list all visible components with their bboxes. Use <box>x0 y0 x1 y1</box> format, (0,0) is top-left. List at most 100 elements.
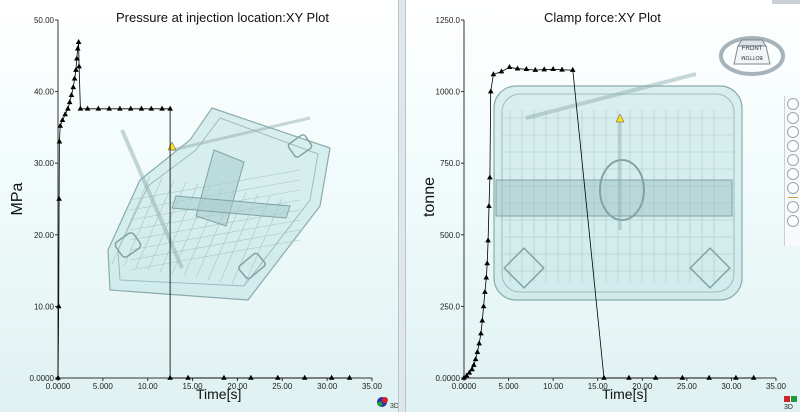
data-point-marker <box>71 75 78 81</box>
data-point-marker <box>479 317 486 323</box>
data-point-marker <box>70 84 77 90</box>
y-tick-label: 750.0 <box>440 159 461 168</box>
data-point-marker <box>248 374 254 380</box>
data-point-marker <box>59 117 66 123</box>
data-point-marker <box>75 38 82 44</box>
fit-icon[interactable] <box>787 168 799 180</box>
data-point-marker <box>106 105 112 111</box>
data-point-marker <box>706 374 712 380</box>
data-point-marker <box>275 374 281 380</box>
data-point-marker <box>487 174 493 180</box>
data-point-marker <box>346 374 353 380</box>
data-point-marker <box>472 356 479 362</box>
data-point-marker <box>506 64 513 70</box>
data-point-marker <box>485 237 491 243</box>
viewcube-front-label: FRONT <box>742 46 763 52</box>
hand-icon[interactable] <box>787 126 799 138</box>
clamp-force-plot-svg: 0.0000 250.0 500.0 750.0 1000.0 1250.0 0.0000 5… <box>436 16 787 391</box>
x-tick-label: 15.00 <box>588 382 609 391</box>
data-point-marker <box>626 374 632 380</box>
part-mesh-line <box>129 239 301 271</box>
part-boss-left <box>238 252 266 280</box>
y-tick-label: 1250.0 <box>436 16 461 25</box>
settings-icon[interactable] <box>787 215 799 227</box>
part-boss-right <box>503 247 545 289</box>
y-tick-label: 10.00 <box>34 302 55 311</box>
x-tick-label: 10.00 <box>138 382 159 391</box>
plot-title-pressure: Pressure at injection location:XY Plot <box>116 10 329 25</box>
select-icon[interactable] <box>787 201 799 213</box>
axis-triad-icon-right: 3D <box>784 396 800 411</box>
data-point-marker <box>514 65 521 71</box>
y-tick-label: 1000.0 <box>436 88 461 97</box>
data-point-marker <box>463 372 470 378</box>
x-tick-label: 25.00 <box>677 382 698 391</box>
data-point-marker <box>484 260 490 266</box>
data-point-marker <box>498 68 505 74</box>
data-point-marker <box>652 374 659 380</box>
data-point-marker <box>148 105 155 111</box>
part-runner-left <box>171 116 311 152</box>
center-icon[interactable] <box>787 182 799 194</box>
viewcube-icon[interactable]: FRONT BOTTOM <box>718 30 786 82</box>
data-point-marker <box>478 330 484 336</box>
data-point-marker <box>57 122 64 128</box>
data-point-marker <box>569 66 576 72</box>
plot-title-clamp-force: Clamp force:XY Plot <box>544 10 661 25</box>
x-tick-label: 35.00 <box>362 382 383 391</box>
data-point-marker <box>486 202 492 208</box>
x-tick-label: 30.00 <box>317 382 338 391</box>
data-point-marker <box>84 105 91 111</box>
axis-triad-icon-left: 3D <box>377 397 398 410</box>
data-point-marker <box>167 374 173 380</box>
data-point-marker <box>487 88 494 94</box>
pan-icon[interactable] <box>787 112 799 124</box>
data-point-marker <box>185 374 191 380</box>
data-point-marker <box>466 369 473 375</box>
zoom-icon[interactable] <box>787 140 799 152</box>
data-point-marker <box>490 71 497 77</box>
data-point-marker <box>532 66 539 72</box>
x-tick-label: 10.00 <box>543 382 564 391</box>
toolbar-separator <box>788 197 798 198</box>
data-point-marker <box>550 66 556 72</box>
data-point-marker <box>221 374 227 380</box>
y-tick-label: 50.00 <box>34 16 55 25</box>
injection-location-marker <box>167 141 177 151</box>
triad-label-left: 3D <box>390 403 398 410</box>
data-point-marker <box>733 374 739 380</box>
data-point-marker <box>328 374 335 380</box>
y-tick-label: 250.0 <box>440 302 461 311</box>
part-boss-center <box>599 159 645 221</box>
y-tick-label: 0.0000 <box>30 374 55 383</box>
panel-splitter[interactable] <box>398 0 406 412</box>
data-point-marker <box>55 374 61 380</box>
part-rib-right <box>495 179 733 217</box>
x-tick-label: 35.00 <box>766 382 787 391</box>
data-point-marker <box>117 105 123 111</box>
data-point-marker <box>483 274 490 280</box>
data-point-marker <box>65 105 71 111</box>
y-axis-title-pressure: MPa <box>9 182 26 216</box>
data-point-marker <box>55 303 62 309</box>
x-tick-label: 0.0000 <box>46 382 71 391</box>
x-tick-label: 5.000 <box>93 382 114 391</box>
x-tick-label: 0.0000 <box>452 382 477 391</box>
x-axis-title-clamp-force: Time[s] <box>602 386 648 402</box>
part-model-right <box>493 72 743 301</box>
data-point-marker <box>127 105 134 111</box>
y-tick-label: 500.0 <box>440 231 461 240</box>
part-mesh-line <box>123 177 163 267</box>
window-corner-bar <box>772 0 800 4</box>
rotate-icon[interactable] <box>787 98 799 110</box>
view-toolbar <box>784 96 800 246</box>
part-inner-edge-left <box>117 117 319 287</box>
x-tick-label: 25.00 <box>272 382 293 391</box>
data-point-marker <box>476 340 482 346</box>
data-point-marker <box>56 138 63 144</box>
y-axis-title-clamp-force: tonne <box>421 176 438 218</box>
data-point-marker <box>480 303 487 309</box>
data-point-marker <box>474 349 481 355</box>
zoom-box-icon[interactable] <box>787 154 799 166</box>
data-point-marker <box>301 374 308 380</box>
